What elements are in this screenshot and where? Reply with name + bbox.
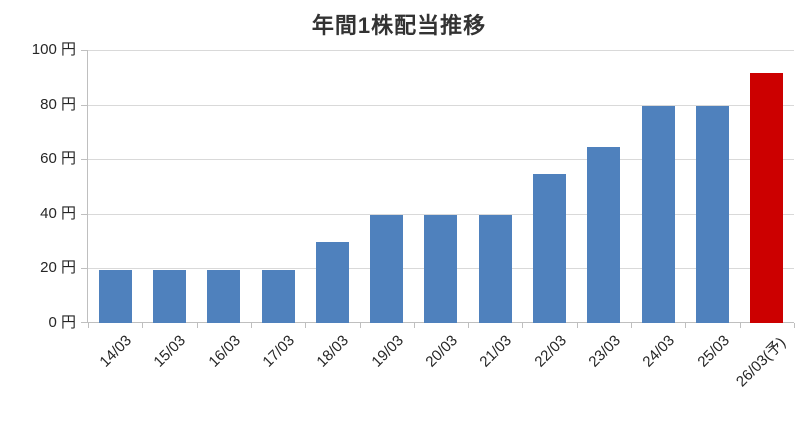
y-axis-label: 0 円 [48,314,76,331]
x-axis-label: 24/03 [639,332,679,371]
x-axis-label: 22/03 [531,332,571,371]
y-tick [81,50,87,51]
y-tick [81,159,87,161]
y-axis-label: 100 円 [31,41,76,58]
x-tick [468,323,469,328]
x-axis-label: 16/03 [205,332,245,371]
x-tick [88,323,89,328]
y-axis-label: 20 円 [40,259,76,277]
bar-19/03 [370,215,403,323]
bar-15/03 [153,270,186,323]
bar-25/03 [696,106,729,323]
bar-20/03 [424,215,457,323]
y-tick [81,104,87,106]
x-tick [305,323,306,328]
x-tick [794,323,795,328]
x-tick [685,323,686,328]
gridline [88,159,794,161]
x-tick [631,323,632,328]
y-axis-label: 60 円 [40,150,76,168]
bar-24/03 [642,106,675,323]
x-axis-label: 17/03 [259,332,299,371]
bar-18/03 [316,242,349,323]
gridline [88,50,794,51]
x-axis-label: 21/03 [476,332,516,371]
x-axis-label: 20/03 [422,332,462,371]
y-tick [81,213,87,215]
x-tick [251,323,252,328]
x-tick [522,323,523,328]
x-tick [740,323,741,328]
gridline [88,213,794,215]
y-axis-label: 80 円 [40,95,76,113]
x-tick [360,323,361,328]
bar-22/03 [533,174,566,323]
chart-title: 年間1株配当推移 [311,13,487,38]
x-axis-label: 23/03 [585,332,625,371]
y-tick [81,268,87,270]
bar-16/03 [207,270,240,323]
x-tick [142,323,143,328]
x-axis-label: 19/03 [368,332,408,371]
plot-area: 0 円 20 円 40 円 60 円 80 円 100 円 14/03 15/03 16/03… [32,41,795,390]
y-axis-line [87,50,88,323]
x-tick [577,323,578,328]
y-tick [81,322,87,323]
y-axis-label: 40 円 [40,204,76,222]
bar-17/03 [262,270,295,323]
bar-23/03 [587,147,620,323]
x-axis-label: 14/03 [96,332,136,371]
x-tick [414,323,415,328]
bar-21/03 [479,215,512,323]
bar-14/03 [99,270,132,323]
x-axis-label: 18/03 [313,332,353,371]
gridline [88,104,794,106]
x-axis-label: 25/03 [694,332,734,371]
x-axis-label: 26/03(予) [732,334,790,391]
x-axis-label: 15/03 [150,332,190,371]
bar-26/03(予) [750,73,783,323]
x-tick [197,323,198,328]
